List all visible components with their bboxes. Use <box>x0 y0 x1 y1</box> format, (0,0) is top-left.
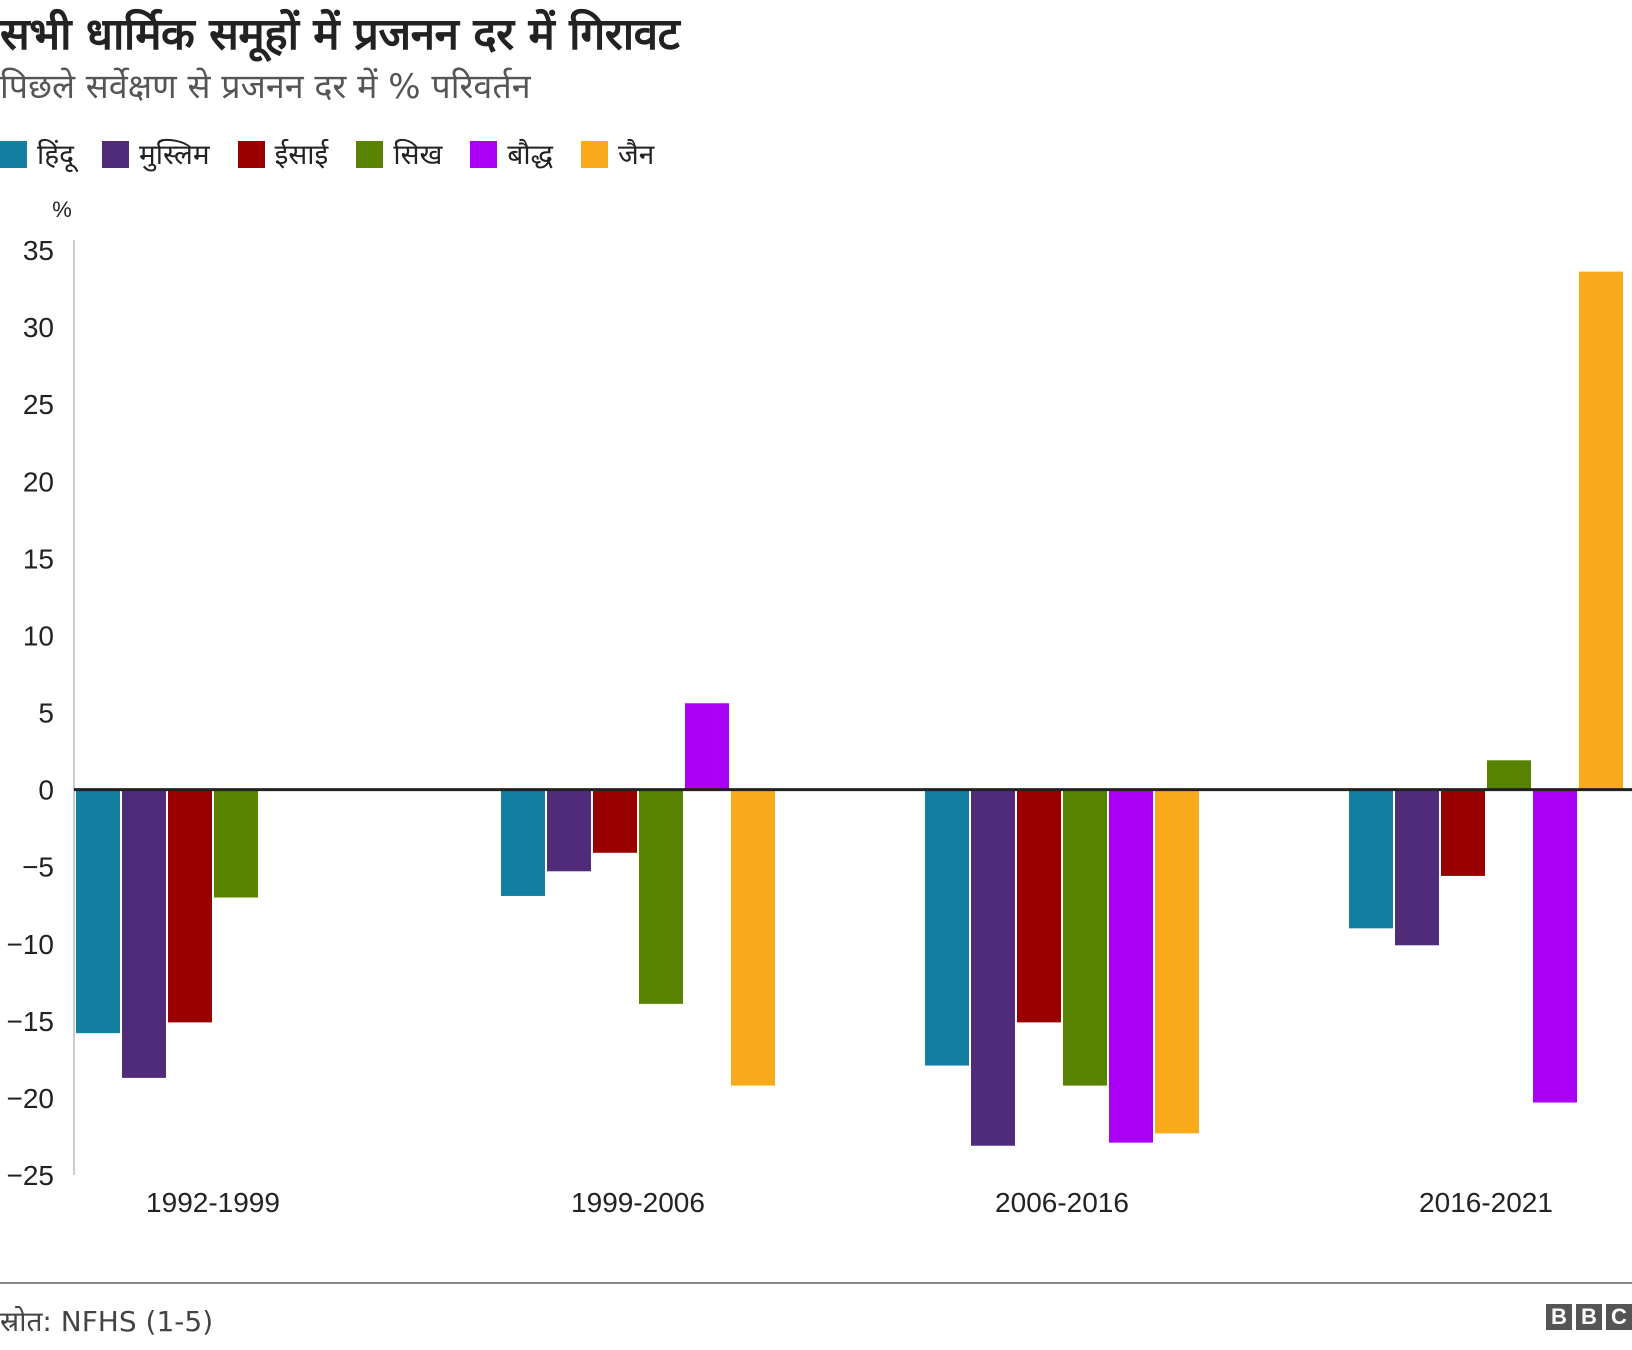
legend-item: सिख <box>356 135 442 173</box>
y-tick-label: −5 <box>22 852 54 883</box>
legend-item: ईसाई <box>237 135 329 173</box>
legend-label: जैन <box>618 138 655 171</box>
legend-label: मुस्लिम <box>139 138 210 171</box>
bar <box>1349 789 1393 929</box>
bar <box>1395 789 1439 946</box>
legend-label: बौद्ध <box>507 138 554 171</box>
y-tick-label: 30 <box>23 312 54 343</box>
y-tick-label: −10 <box>7 929 55 960</box>
bar <box>1155 789 1199 1134</box>
y-tick-label: 15 <box>23 543 54 574</box>
x-category-label: 2016-2021 <box>1419 1187 1553 1218</box>
legend-swatch <box>237 140 265 168</box>
bar <box>122 789 166 1078</box>
bar <box>1533 789 1577 1103</box>
bar <box>593 789 637 853</box>
legend-swatch <box>581 140 609 168</box>
bar <box>1109 789 1153 1143</box>
y-tick-label: 0 <box>38 775 54 806</box>
bar <box>76 789 120 1034</box>
bar <box>501 789 545 896</box>
y-tick-label: −20 <box>7 1083 55 1114</box>
bar <box>214 789 258 898</box>
y-tick-label: −25 <box>7 1160 55 1191</box>
bbc-logo-letter-3: C <box>1606 1304 1632 1330</box>
legend-swatch <box>102 140 129 168</box>
chart-legend: हिंदू मुस्लिम ईसाई सिख बौद्ध जैन <box>0 136 682 172</box>
bar <box>1063 789 1107 1086</box>
bar <box>639 789 683 1004</box>
legend-label: सिख <box>393 138 443 171</box>
bar <box>547 789 591 872</box>
chart-subtitle: पिछले सर्वेक्षण से प्रजनन दर में % परिवर… <box>0 67 531 107</box>
legend-item: बौद्ध <box>470 135 553 173</box>
x-category-label: 1999-2006 <box>571 1187 705 1218</box>
chart-title: सभी धार्मिक समूहों में प्रजनन दर में गिर… <box>0 9 680 60</box>
legend-item: जैन <box>581 135 654 173</box>
bbc-logo: B B C <box>1542 1304 1632 1330</box>
y-tick-label: 35 <box>23 235 54 266</box>
y-tick-label: 20 <box>23 466 54 497</box>
bar <box>168 789 212 1023</box>
legend-label: ईसाई <box>274 138 329 171</box>
y-axis-unit-label: % <box>52 197 72 222</box>
footer-divider <box>0 1282 1632 1284</box>
bar <box>1441 789 1485 876</box>
bar <box>685 703 729 790</box>
bar <box>971 789 1015 1146</box>
x-category-label: 2006-2016 <box>995 1187 1129 1218</box>
bar <box>1017 789 1061 1023</box>
legend-swatch <box>470 140 498 168</box>
y-tick-label: 10 <box>23 620 54 651</box>
bar <box>1487 760 1531 790</box>
y-tick-label: 25 <box>23 389 54 420</box>
bar <box>731 789 775 1086</box>
bar <box>925 789 969 1066</box>
legend-swatch <box>0 140 27 168</box>
x-category-label: 1992-1999 <box>146 1187 280 1218</box>
legend-label: हिंदू <box>37 138 74 171</box>
legend-item: मुस्लिम <box>102 135 210 173</box>
y-tick-label: 5 <box>38 698 54 729</box>
source-note: स्रोत: NFHS (1-5) <box>0 1305 214 1338</box>
legend-item: हिंदू <box>0 135 74 173</box>
legend-swatch <box>356 140 384 168</box>
bbc-logo-letter-1: B <box>1546 1304 1572 1330</box>
bar <box>1579 271 1623 790</box>
bar-chart: % 35 30 25 20 15 10 5 0 −5 −10 −15 −20 −25 1992-1999 19… <box>7 197 1632 1218</box>
bbc-logo-letter-2: B <box>1576 1304 1602 1330</box>
y-tick-label: −15 <box>7 1006 55 1037</box>
